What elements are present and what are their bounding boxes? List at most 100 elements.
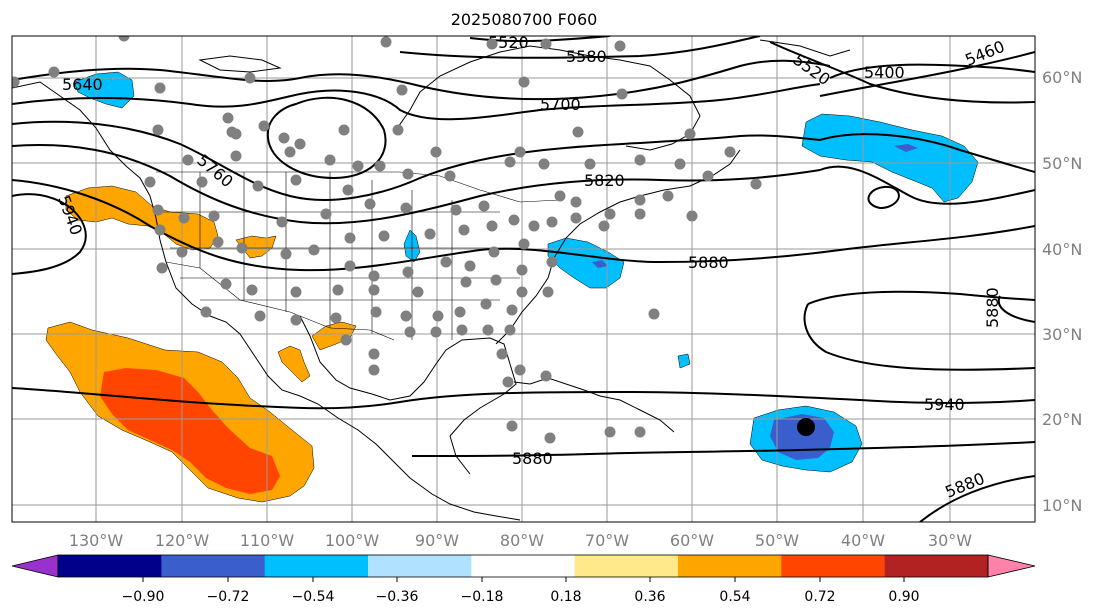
station-dot [222,112,234,124]
colorbar-tick-label: 0.54 [719,589,750,605]
station-dot [444,170,456,182]
station-dot [276,216,288,228]
station-dot [400,202,412,214]
station-dot [486,38,498,50]
station-markers [12,36,762,444]
station-dot [634,426,646,438]
contour-label: 5400 [864,63,905,82]
station-dot [396,84,408,96]
colorbar-tick-label: −0.54 [292,589,335,605]
station-dot [378,230,390,242]
station-dot [496,348,508,360]
station-dot [598,220,610,232]
station-dot [540,38,552,50]
station-dot [368,348,380,360]
contour-5820 [12,144,821,225]
station-dot [342,184,354,196]
negative-anomaly-north-atlantic-core [894,144,918,152]
station-dot [540,370,552,382]
contour-5880-main [12,179,1035,272]
contour-5400 [829,63,1035,79]
station-dot [450,204,462,216]
station-dot [514,146,526,158]
station-dot [502,376,514,388]
station-dot [246,284,258,296]
station-dot [486,220,498,232]
contour-5700-low [266,96,387,180]
colorbar-segment [884,555,989,577]
contour-5760 [12,120,821,201]
station-dot [152,124,164,136]
station-dot [464,260,476,272]
contour-5880-east-2 [997,295,1035,323]
contour-5940-north [12,193,87,275]
station-dot [402,266,414,278]
coastlines [12,39,851,521]
lon-label: 100°W [325,531,380,550]
station-dot [330,312,342,324]
station-dot [516,286,528,298]
contour-5880-south [411,441,1035,457]
station-dot [230,150,242,162]
lat-lon-grid [12,36,1035,522]
station-dot [634,194,646,206]
colorbar-tick-label: −0.72 [207,589,250,605]
station-dot [284,146,296,158]
contour-label: 5940 [924,395,965,414]
storm-center-marker [797,418,815,436]
station-dot [252,180,264,192]
station-dot [344,260,356,272]
station-dot [370,306,382,318]
lat-label: 40°N [1042,240,1082,259]
station-dot [514,364,526,376]
contour-label: 5520 [488,33,529,52]
station-dot [686,210,698,222]
lon-label: 110°W [240,531,295,550]
station-dot [236,242,248,254]
colorbar [11,554,1036,582]
station-dot [404,326,416,338]
station-dot [528,220,540,232]
colorbar-tick-label: −0.18 [461,589,504,605]
latitude-labels: 60°N 50°N 40°N 30°N 20°N 10°N [1042,68,1082,515]
station-dot [182,154,194,166]
longitude-labels: 130°W 120°W 110°W 100°W 90°W 80°W 70°W 6… [69,531,972,550]
station-dot [338,124,350,136]
station-dot [454,306,466,318]
station-dot [702,170,714,182]
lat-label: 50°N [1042,154,1082,173]
lat-label: 20°N [1042,410,1082,429]
station-dot [290,314,302,326]
station-dot [156,262,168,274]
lon-label: 130°W [69,531,124,550]
station-dot [392,124,404,136]
station-dot [200,306,212,318]
station-dot [508,214,520,226]
contour-atlantic-1 [819,133,1035,173]
colorbar-tick-label: 0.90 [888,589,919,605]
station-dot [154,82,166,94]
station-dot [294,138,306,150]
station-dot [280,248,292,260]
station-dot [368,364,380,376]
station-dot [538,158,550,170]
station-dot [308,244,320,256]
colorbar-tick-labels: −0.90 −0.72 −0.54 −0.36 −0.18 0.18 0.36 … [122,589,920,605]
station-dot [684,128,696,140]
station-dot [480,298,492,310]
contour-5580 [399,36,761,59]
contour-label: 5640 [62,75,103,94]
contour-5880-se [919,475,1035,522]
station-dot [368,270,380,282]
station-dot [490,274,502,286]
station-dot [144,176,156,188]
station-dot [544,432,556,444]
station-dot [290,174,302,186]
map-area: 5520 5580 5640 5700 5760 5820 5880 5940 … [12,33,1035,522]
station-dot [244,72,256,84]
contour-label: 5880 [942,469,987,502]
contour-label: 5580 [566,47,607,66]
contour-5640 [12,59,831,101]
lon-label: 90°W [415,531,459,550]
